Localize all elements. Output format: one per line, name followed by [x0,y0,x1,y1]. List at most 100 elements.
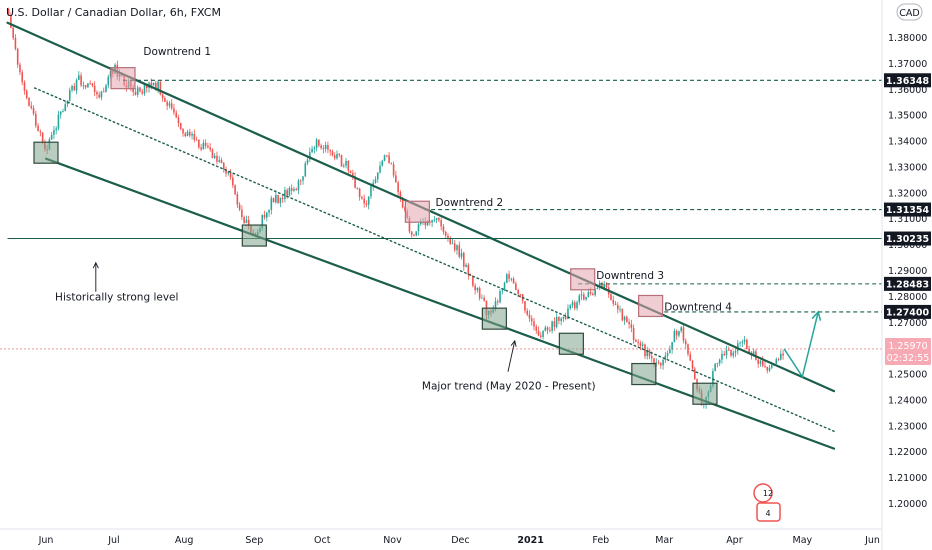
candle-body [35,113,37,126]
candle-body [211,149,214,158]
candle-body [687,344,689,355]
x-tick-label: Aug [175,535,194,546]
candle-body [361,196,363,199]
candle-body [542,330,544,337]
candle-body [7,9,10,16]
candle-body [519,294,522,295]
candle-body [336,153,338,159]
candle-body [777,359,780,360]
candle-body [524,301,526,311]
candle-body [186,131,189,136]
candle-body [62,111,64,112]
candle-body [290,188,293,191]
x-tick-label: Dec [451,535,469,546]
legend-marker[interactable]: 12 4 [753,483,781,522]
candle-body [555,316,558,328]
currency-badge-frame [896,3,923,21]
candle-body [363,198,365,204]
candle-body [157,81,159,90]
candle-body [752,351,755,356]
candle-body [16,48,19,65]
candle-body [395,175,397,183]
candle-body [569,305,572,309]
candle-body [730,350,732,356]
candle-body [623,316,626,321]
candle-body [136,87,139,95]
candle-body [379,165,381,173]
y-tick-label: 1.20000 [888,499,927,510]
candle-body [272,198,275,203]
candle-body [243,217,245,223]
candle-body [460,252,463,257]
currency-badge[interactable]: CAD [896,3,923,21]
candle-body [601,283,603,289]
candle-body [98,94,101,98]
x-tick-label: Jul [107,535,119,546]
price-axis[interactable]: 1.38000 1.37000 1.36000 1.35000 1.34000 1.330… [888,33,927,510]
candle-body [96,92,98,95]
candle-body [297,180,300,191]
candle-body [456,245,458,251]
candle-body [279,197,282,203]
annotation-label: Downtrend 2 [435,197,503,209]
candle-body [188,131,191,136]
time-axis[interactable]: Jun Jul Aug Sep Oct Nov Dec 2021 Feb Mar Apr May Jun [38,535,880,546]
candle-body [626,316,628,322]
candle-body [367,196,370,205]
candle-body [75,79,78,91]
candle-body [331,151,334,156]
candle-body [241,209,243,218]
candle-body [311,149,313,153]
candle-body [564,316,567,319]
candle-body [630,324,633,328]
candle-body [195,139,198,141]
price-badge-countdown: 02:32:55 [887,353,930,364]
marker-box [756,502,781,522]
candle-body [612,300,615,304]
candle-body [768,367,771,371]
candle-body [53,130,55,135]
level-label-bg [884,304,931,319]
annotation-arrow [507,340,516,372]
candle-body [12,27,14,38]
candle-body [25,90,28,98]
candle-body [669,349,671,354]
candle-body [141,91,144,94]
candle-body [583,294,585,300]
candle-body [213,155,216,158]
candle-body [662,359,664,366]
candle-body [329,149,331,152]
candle-body [621,308,624,321]
candle-body [173,108,175,113]
y-tick-label: 1.29000 [888,266,927,277]
y-tick-label: 1.32000 [888,188,927,199]
candle-body [528,314,531,319]
candle-body [202,142,205,150]
candle-body [603,283,605,289]
candle-body [340,154,343,167]
candle-body [164,98,166,102]
candle-body [365,203,368,205]
y-tick-label: 1.37000 [888,59,927,70]
candle-body [234,185,236,195]
candle-body [596,287,599,289]
candle-body [14,37,17,49]
candle-body [19,64,21,73]
candle-body [105,85,107,92]
candle-body [637,341,639,344]
candle-body [759,360,762,364]
candle-body [648,350,651,357]
candle-body [232,177,234,186]
candle-body [650,356,653,359]
annotation-arrowhead [92,261,99,269]
candle-body [657,362,660,364]
candle-body [562,316,565,319]
candle-body [544,327,547,331]
candle-body [573,302,576,309]
candle-body [671,342,673,350]
candle-body [732,352,735,356]
candle-body [30,105,33,108]
level-label: 1.30235 [886,234,929,245]
marker-count-bottom: 4 [765,509,770,518]
